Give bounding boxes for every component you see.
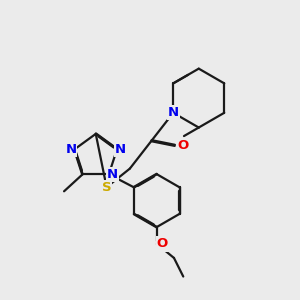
Text: N: N <box>107 168 118 181</box>
Text: N: N <box>168 106 179 119</box>
Text: N: N <box>115 143 126 156</box>
Text: N: N <box>65 143 76 156</box>
Text: O: O <box>178 139 189 152</box>
Text: S: S <box>102 181 111 194</box>
Text: O: O <box>157 238 168 250</box>
